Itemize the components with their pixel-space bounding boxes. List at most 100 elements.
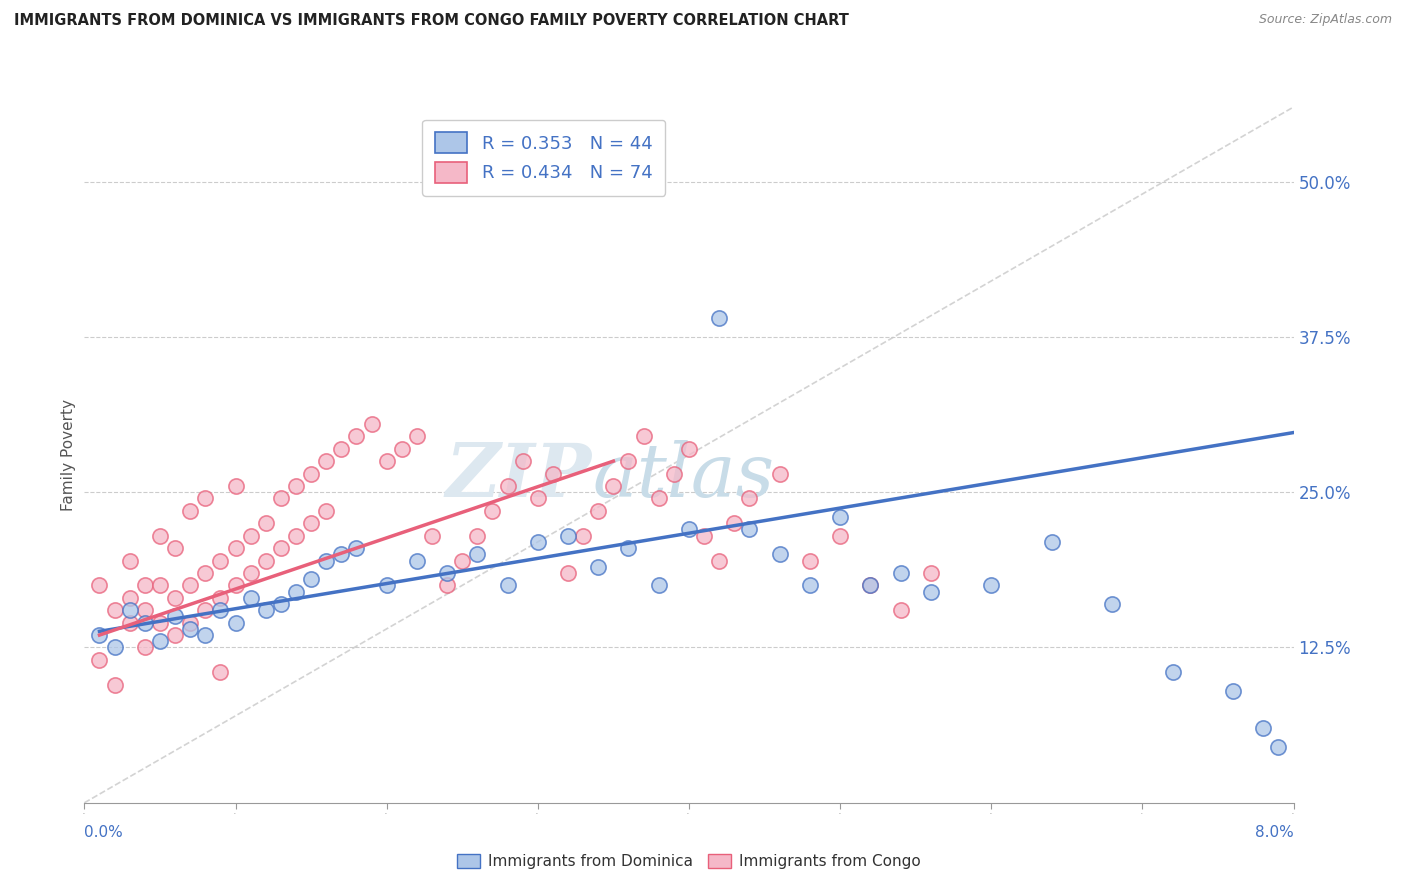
Point [647,578,671,592]
Point [165,541,187,555]
Point [633,429,655,443]
Point [118,553,141,567]
Point [406,429,429,443]
Point [134,603,156,617]
Point [254,553,277,567]
Legend: Immigrants from Dominica, Immigrants from Congo: Immigrants from Dominica, Immigrants fro… [451,848,927,875]
Point [270,597,292,611]
Point [1222,684,1244,698]
Legend: R = 0.353   N = 44, R = 0.434   N = 74: R = 0.353 N = 44, R = 0.434 N = 74 [422,120,665,195]
Point [1251,721,1274,735]
Point [527,491,550,506]
Point [239,529,262,543]
Point [225,541,247,555]
Point [738,491,761,506]
Point [89,653,111,667]
Point [859,578,882,592]
Point [194,628,217,642]
Point [890,603,912,617]
Point [920,584,942,599]
Point [270,491,292,506]
Point [284,529,308,543]
Point [209,603,232,617]
Point [225,578,247,592]
Point [980,578,1002,592]
Text: 8.0%: 8.0% [1254,825,1294,840]
Point [149,578,172,592]
Point [149,529,172,543]
Point [375,454,398,468]
Point [179,578,201,592]
Point [527,535,550,549]
Point [134,615,156,630]
Point [104,603,127,617]
Point [346,541,368,555]
Point [165,609,187,624]
Point [481,504,503,518]
Point [315,553,337,567]
Text: Source: ZipAtlas.com: Source: ZipAtlas.com [1258,13,1392,27]
Point [194,491,217,506]
Point [149,634,172,648]
Point [330,547,353,561]
Point [89,628,111,642]
Point [920,566,942,580]
Point [1101,597,1123,611]
Text: ZIP: ZIP [446,440,592,512]
Point [859,578,882,592]
Point [165,591,187,605]
Point [693,529,716,543]
Point [239,566,262,580]
Point [602,479,624,493]
Text: 0.0%: 0.0% [84,825,124,840]
Point [118,591,141,605]
Point [496,578,519,592]
Point [225,479,247,493]
Point [179,615,201,630]
Point [541,467,564,481]
Point [225,615,247,630]
Point [617,541,640,555]
Point [165,628,187,642]
Point [254,603,277,617]
Point [360,417,382,431]
Point [118,603,141,617]
Point [89,578,111,592]
Point [149,615,172,630]
Point [436,578,458,592]
Point [617,454,640,468]
Point [723,516,745,531]
Point [315,454,337,468]
Point [239,591,262,605]
Point [890,566,912,580]
Point [709,311,731,326]
Point [209,591,232,605]
Point [436,566,458,580]
Point [391,442,413,456]
Point [662,467,685,481]
Point [496,479,519,493]
Point [1161,665,1184,680]
Point [512,454,534,468]
Point [588,504,610,518]
Point [299,572,322,586]
Point [104,640,127,655]
Point [209,553,232,567]
Point [346,429,368,443]
Point [709,553,731,567]
Point [254,516,277,531]
Point [572,529,595,543]
Point [451,553,474,567]
Point [678,442,700,456]
Point [134,578,156,592]
Point [647,491,671,506]
Point [134,640,156,655]
Point [330,442,353,456]
Point [118,615,141,630]
Point [179,622,201,636]
Point [270,541,292,555]
Point [557,566,579,580]
Point [315,504,337,518]
Point [678,523,700,537]
Point [299,516,322,531]
